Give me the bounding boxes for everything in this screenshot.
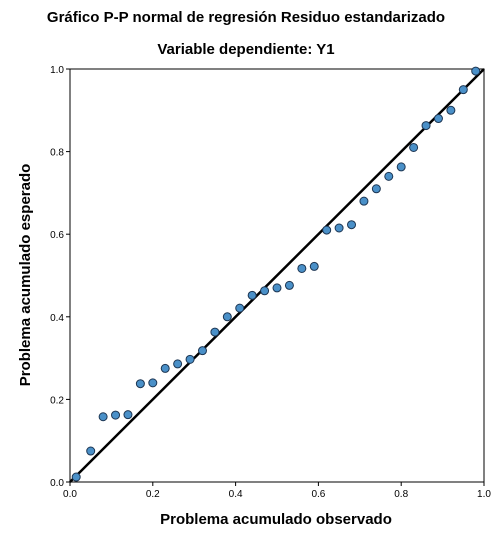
- data-point: [222, 312, 232, 322]
- chart-subtitle: Variable dependiente: Y1: [157, 41, 334, 58]
- x-tick-label: 0.8: [394, 489, 408, 500]
- data-point: [71, 472, 81, 482]
- data-point: [471, 66, 481, 76]
- y-axis-label: Problema acumulado esperado: [17, 164, 34, 387]
- data-point: [384, 171, 394, 181]
- y-tick-label: 1.0: [50, 65, 64, 76]
- data-point: [185, 354, 195, 364]
- plot-area: [69, 66, 485, 483]
- data-point: [86, 446, 96, 456]
- x-tick-label: 0.0: [63, 489, 77, 500]
- reference-line: [69, 68, 485, 483]
- y-tick-label: 0.0: [50, 478, 64, 489]
- data-point: [135, 379, 145, 389]
- y-tick-label: 0.6: [50, 230, 64, 241]
- data-point: [347, 220, 357, 230]
- data-point: [421, 121, 431, 131]
- data-point: [334, 223, 344, 233]
- x-tick-label: 0.6: [311, 489, 325, 500]
- data-point: [359, 196, 369, 206]
- y-tick-label: 0.4: [50, 313, 64, 324]
- data-point: [247, 290, 257, 300]
- data-point: [297, 263, 307, 273]
- x-tick-label: 1.0: [477, 489, 491, 500]
- x-tick-label: 0.4: [229, 489, 243, 500]
- data-point: [284, 280, 294, 290]
- y-tick-label: 0.2: [50, 395, 64, 406]
- data-point: [272, 283, 282, 293]
- data-point: [210, 327, 220, 337]
- x-tick-label: 0.2: [146, 489, 160, 500]
- x-axis-label: Problema acumulado observado: [160, 511, 392, 528]
- data-point: [235, 303, 245, 313]
- data-point: [322, 225, 332, 235]
- data-point: [98, 412, 108, 422]
- data-point: [148, 378, 158, 388]
- y-axis-ticks: 0.0 0.2 0.4 0.6 0.8 1.0: [50, 65, 70, 489]
- data-point: [371, 184, 381, 194]
- data-point: [260, 286, 270, 296]
- data-point: [458, 85, 468, 95]
- data-point: [409, 142, 419, 152]
- chart-title: Gráfico P-P normal de regresión Residuo …: [47, 9, 445, 26]
- data-point: [123, 410, 133, 420]
- data-point: [111, 410, 121, 420]
- data-point: [446, 105, 456, 115]
- data-point: [396, 162, 406, 172]
- data-point: [309, 261, 319, 271]
- x-axis-ticks: 0.0 0.2 0.4 0.6 0.8 1.0: [63, 482, 491, 500]
- y-tick-label: 0.8: [50, 148, 64, 159]
- data-point: [160, 363, 170, 373]
- data-point: [433, 114, 443, 124]
- data-point: [197, 346, 207, 356]
- data-point: [173, 359, 183, 369]
